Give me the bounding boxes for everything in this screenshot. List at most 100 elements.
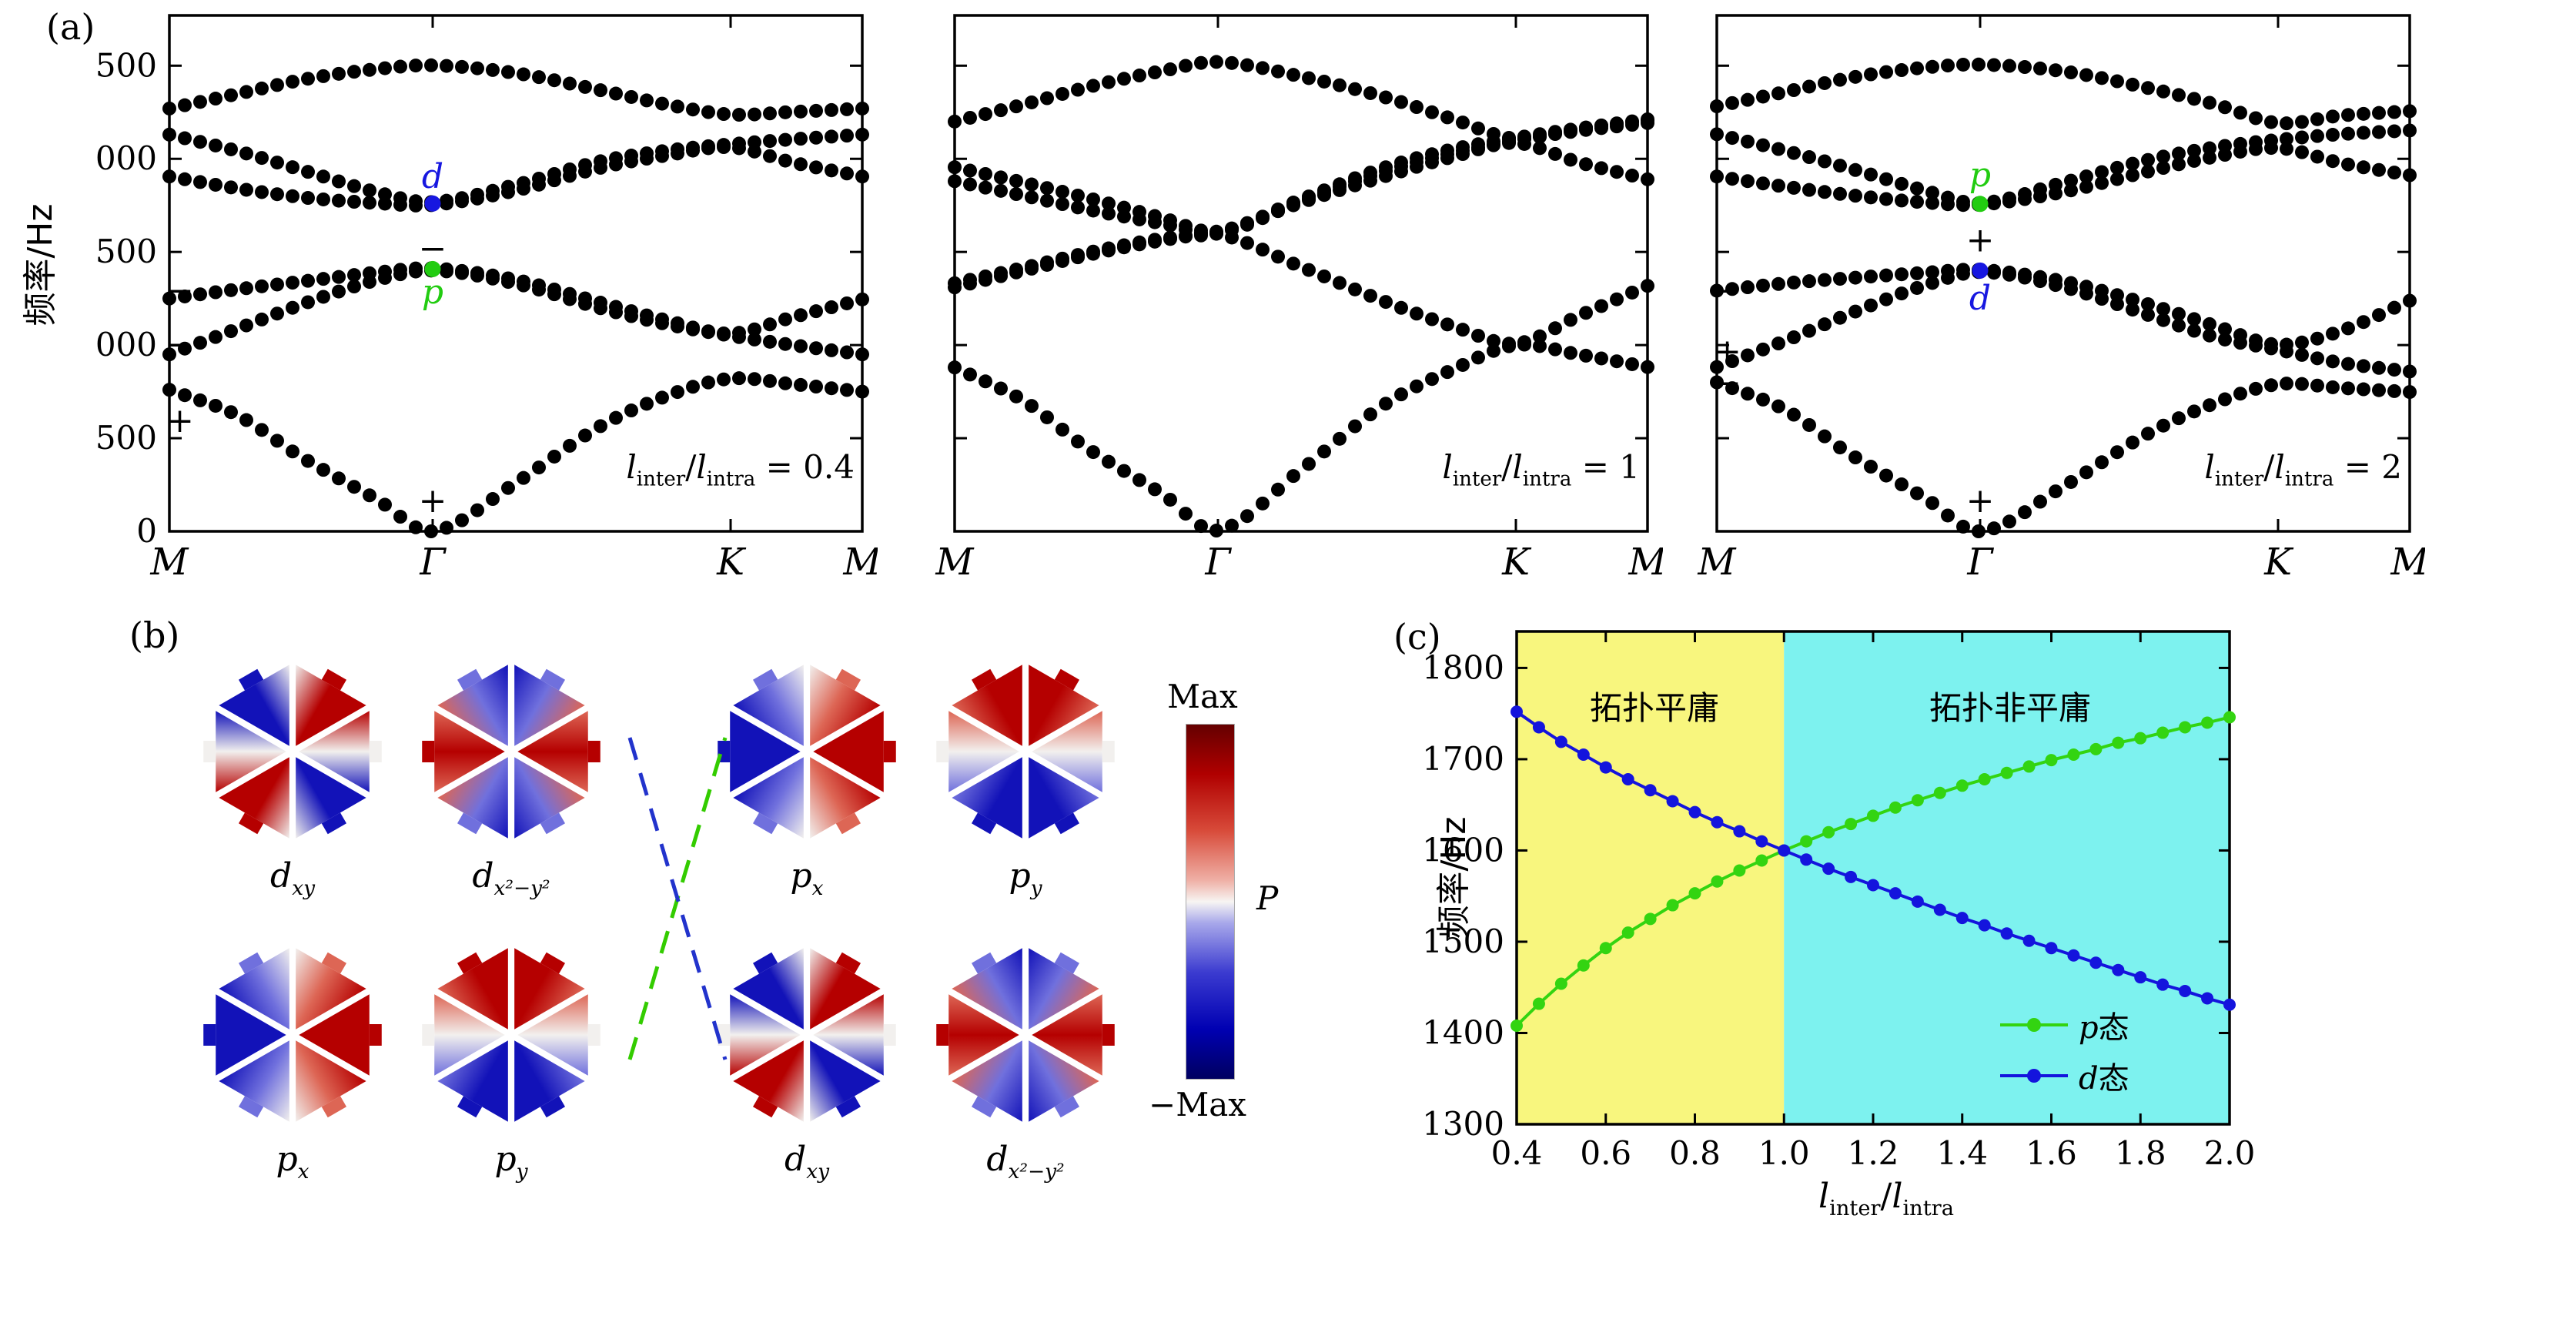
- mode-hexagon: [936, 665, 1115, 839]
- mode-hexagon: [203, 665, 382, 839]
- svg-text:1500: 1500: [92, 233, 157, 270]
- mode-hexagon: [936, 948, 1115, 1122]
- colorbar-min-label: −Max: [1149, 1086, 1246, 1123]
- colorbar-gradient: [1186, 724, 1235, 1080]
- panel-c-label: (c): [1393, 616, 1441, 658]
- svg-text:p: p: [422, 273, 443, 312]
- mode-hexagon: [203, 948, 382, 1122]
- legend-entry-p: p态: [1999, 1003, 2129, 1047]
- svg-text:1.2: 1.2: [1848, 1134, 1899, 1172]
- svg-text:1400: 1400: [1424, 1013, 1504, 1051]
- svg-text:1.6: 1.6: [2026, 1134, 2077, 1172]
- svg-text:1000: 1000: [92, 326, 157, 363]
- svg-text:+: +: [1966, 220, 1995, 260]
- mode-shape-py-right: py: [914, 655, 1137, 916]
- mode-label-dxy2: dxy: [785, 1140, 829, 1184]
- mode-hexagon: [718, 665, 896, 839]
- svg-text:2000: 2000: [92, 139, 157, 177]
- mode-shape-dx2y2-left: dx²−y²: [400, 655, 623, 916]
- ratio-annotation-0.4: linter/lintra = 0.4: [626, 448, 855, 491]
- svg-text:Γ: Γ: [1204, 541, 1232, 584]
- svg-text:M: M: [2390, 541, 2425, 584]
- mode-shape-px-left: px: [181, 938, 404, 1200]
- band-inversion-crossing-lines: [627, 737, 728, 1060]
- band-chart-ratio-2: M Γ K M − + − + + p d linter/lintra = 2: [1640, 0, 2425, 601]
- ratio-annotation-2: linter/lintra = 2: [2204, 448, 2402, 491]
- svg-text:+: +: [1713, 332, 1741, 371]
- svg-text:−: −: [166, 325, 194, 364]
- svg-text:0.4: 0.4: [1491, 1134, 1543, 1172]
- svg-text:Γ: Γ: [419, 541, 447, 584]
- legend-swatch-d: [2000, 1069, 2068, 1083]
- svg-text:+: +: [419, 481, 447, 521]
- band-plot-svg-2: M Γ K M−+−++pd: [1697, 14, 2425, 584]
- svg-text:−: −: [1713, 363, 1741, 403]
- legend-label-d: d态: [2079, 1061, 2129, 1097]
- svg-text:+: +: [1966, 481, 1995, 521]
- svg-text:d: d: [422, 157, 443, 196]
- svg-text:0: 0: [136, 512, 157, 550]
- band-inversion-chart: 0.4 0.6 0.8 1.0 1.2 1.4 1.6 1.8 2.0 1300 1400 1500 1…: [1422, 608, 2348, 1224]
- band-chart-ratio-0.4: 0 500 1000 1500 2000 2500 M Γ K M + − − + − p d linter/l…: [92, 0, 878, 601]
- svg-text:M: M: [149, 541, 189, 584]
- svg-text:p: p: [1969, 156, 1991, 195]
- trivial-region-label: 拓扑平庸: [1589, 689, 1719, 727]
- panel-a-label: (a): [46, 6, 95, 48]
- inversion-plot-svg: 0.4 0.6 0.8 1.0 1.2 1.4 1.6 1.8 2.0 1300 1400 1500 1…: [1422, 630, 2256, 1172]
- svg-text:1.8: 1.8: [2115, 1134, 2166, 1172]
- mode-hexagon: [422, 665, 601, 839]
- band-plot-svg-0.4: 0 500 1000 1500 2000 2500 M Γ K M + − − + − p d: [92, 14, 878, 584]
- svg-text:1300: 1300: [1424, 1105, 1504, 1143]
- panel-b-label: (b): [129, 614, 180, 656]
- legend-entry-d: d态: [1999, 1053, 2129, 1098]
- ratio-annotation-1: linter/lintra = 1: [1442, 448, 1640, 491]
- d-band-dashed-line: [627, 737, 728, 1060]
- mode-shape-dxy-right: dxy: [695, 938, 918, 1200]
- svg-text:1600: 1600: [1424, 831, 1504, 869]
- mode-label-px: px: [790, 856, 824, 900]
- mode-hexagon: [718, 948, 896, 1122]
- legend-label-p: p态: [2079, 1010, 2129, 1046]
- mode-shape-py-left: py: [400, 938, 623, 1200]
- colorbar-quantity-label: P: [1256, 879, 1279, 917]
- svg-text:2.0: 2.0: [2204, 1134, 2256, 1172]
- svg-text:2500: 2500: [92, 46, 157, 84]
- x-axis-ratio-label: linter/lintra: [1818, 1177, 1954, 1221]
- svg-text:M: M: [842, 541, 878, 584]
- svg-text:−: −: [419, 229, 447, 268]
- svg-text:K: K: [2263, 541, 2294, 584]
- svg-text:−: −: [1713, 271, 1741, 310]
- mode-hexagon: [422, 948, 601, 1122]
- mode-label-py: py: [1009, 856, 1042, 900]
- nontrivial-region-label: 拓扑非平庸: [1929, 689, 2091, 727]
- svg-text:1500: 1500: [1424, 923, 1504, 960]
- mode-label-px2: px: [276, 1140, 309, 1184]
- mode-shape-dxy-left: dxy: [181, 655, 404, 916]
- svg-text:M: M: [1628, 541, 1663, 584]
- svg-text:K: K: [1501, 541, 1532, 584]
- mode-shape-dx2y2-right: dx²−y²: [914, 938, 1137, 1200]
- band-chart-ratio-1: M Γ K M linter/lintra = 1: [878, 0, 1663, 601]
- svg-text:1800: 1800: [1424, 648, 1504, 686]
- svg-text:Γ: Γ: [1966, 541, 1994, 584]
- svg-text:1700: 1700: [1424, 740, 1504, 778]
- mode-label-dxy: dxy: [270, 856, 315, 900]
- svg-text:−: −: [166, 271, 194, 310]
- legend-swatch-p: [2000, 1018, 2068, 1032]
- svg-text:0.6: 0.6: [1580, 1134, 1631, 1172]
- mode-label-dx2y2: dx²−y²: [472, 856, 550, 900]
- mode-label-dx2y2b: dx²−y²: [986, 1140, 1065, 1184]
- legend: p态 d态: [1999, 1003, 2129, 1098]
- svg-text:K: K: [716, 541, 747, 584]
- svg-text:M: M: [935, 541, 975, 584]
- svg-text:+: +: [166, 401, 194, 440]
- colorbar-max-label: Max: [1167, 678, 1238, 715]
- svg-text:0.8: 0.8: [1669, 1134, 1721, 1172]
- svg-text:M: M: [1697, 541, 1737, 584]
- freq-axis-label-c: 频率/Hz: [1434, 816, 1474, 939]
- mode-label-py2: py: [494, 1140, 528, 1184]
- freq-axis-label-a: 频率/Hz: [21, 203, 60, 326]
- svg-text:1.0: 1.0: [1758, 1134, 1810, 1172]
